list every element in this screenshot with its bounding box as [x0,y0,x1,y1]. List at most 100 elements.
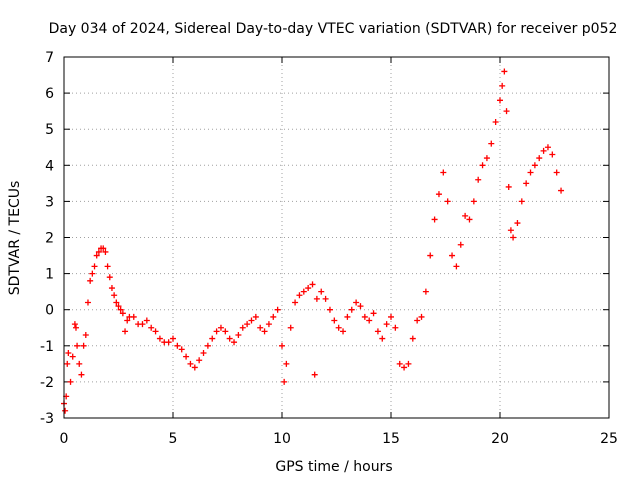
data-point [527,169,534,176]
data-point [558,187,565,194]
x-axis-label: GPS time / hours [275,459,392,475]
data-point [200,350,207,357]
data-point [244,321,251,328]
data-point [379,335,386,342]
data-point [536,155,543,162]
data-point [82,331,89,338]
data-point [457,241,464,248]
data-point [281,378,288,385]
data-point [252,313,259,320]
data-point [366,317,373,324]
data-point [292,299,299,306]
y-tick-label: 1 [45,267,54,283]
data-point [80,342,87,349]
data-point [322,295,329,302]
data-point [335,324,342,331]
grid [64,57,609,418]
data-point [348,306,355,313]
plot-frame [63,56,610,419]
data-point [418,313,425,320]
data-point [353,299,360,306]
data-point [69,353,76,360]
data-point [518,198,525,205]
x-tick-label: 25 [600,431,618,447]
data-point [388,313,394,320]
data-point [440,169,447,176]
y-tick-label: -2 [40,375,54,391]
data-point [383,321,390,328]
x-tick-label: 20 [491,431,509,447]
data-point [217,324,224,331]
data-point [274,306,281,313]
data-point [501,68,508,75]
data-point [488,140,495,147]
data-point [104,263,111,270]
data-point [231,339,238,346]
data-point [64,360,71,367]
data-point [143,317,150,324]
data-point [427,252,434,259]
data-point [466,216,473,223]
data-point [213,328,220,335]
data-point [313,295,320,302]
data-point [119,310,126,317]
data-point [279,342,285,349]
data-point [65,350,72,357]
data-point [222,328,229,335]
data-point [531,162,538,169]
data-point [84,299,91,306]
data-point [503,108,510,115]
data-point [152,328,159,335]
data-point [62,407,69,414]
data-point [479,162,486,169]
data-point [100,245,107,252]
data-point [196,357,203,364]
data-point [239,324,246,331]
data-point [414,317,421,324]
y-tick-label: 4 [45,158,54,174]
data-point [361,313,368,320]
data-point [91,263,98,270]
data-point [174,342,181,349]
data-point [510,234,517,241]
data-point [470,198,477,205]
data-point [300,288,307,295]
data-point [115,303,122,310]
data-point [296,292,303,299]
data-point [326,306,333,313]
data-point [392,324,399,331]
data-point [544,144,551,151]
data-point [108,285,115,292]
data-point [344,313,351,320]
data-point [71,321,78,328]
data-point [111,292,118,299]
data-point [449,252,456,259]
data-point [78,371,85,378]
y-tick-label: -1 [40,339,54,355]
data-point [435,191,442,198]
y-tick-label: 2 [45,231,54,247]
axis-ticks: 0 5 10 15 20 25 -3 -2 -1 0 1 2 3 4 5 6 7 [40,50,618,447]
data-point [514,220,521,227]
data-point [102,248,109,255]
data-point [183,353,190,360]
data-point [553,169,560,176]
data-point [370,310,377,317]
chart-title: Day 034 of 2024, Sidereal Day-to-day VTE… [49,21,618,37]
data-point [148,324,155,331]
data-point [165,339,172,346]
data-point [453,263,460,270]
data-point [444,198,451,205]
data-point [187,360,194,367]
data-point [492,118,499,125]
x-tick-label: 0 [60,431,69,447]
data-point [156,335,163,342]
data-point [374,328,381,335]
data-point [235,331,242,338]
data-point [499,82,506,89]
data-point [72,324,79,331]
data-point [549,151,556,158]
data-point [309,281,316,288]
data-point [248,317,255,324]
